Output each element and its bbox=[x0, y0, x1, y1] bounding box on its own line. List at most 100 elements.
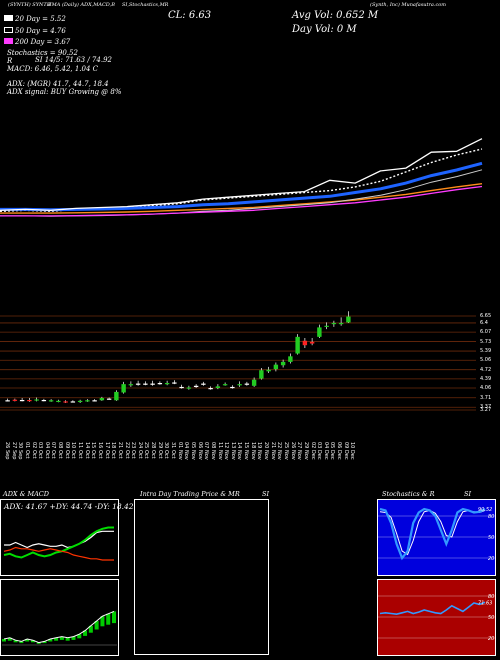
candle-body bbox=[63, 401, 68, 403]
adx-value: ADX: (MGR) 41.7, 44.7, 18.4 bbox=[7, 80, 109, 88]
rsi-panel-frame bbox=[377, 579, 496, 656]
ema50-text: 50 Day = 4.76 bbox=[15, 27, 66, 35]
rsi-tick-label: 50 bbox=[488, 615, 494, 621]
candle-body bbox=[338, 322, 344, 325]
adx-header: ADX: 41.67 +DY: 44.74 -DY: 18.42 bbox=[4, 502, 134, 511]
macd-histogram-bar bbox=[13, 640, 18, 643]
ema20-legend: 20 Day = 5.52 bbox=[4, 15, 66, 23]
candle-body bbox=[288, 356, 293, 362]
candle-body bbox=[280, 361, 286, 366]
adx-line-dy bbox=[3, 546, 114, 561]
stoch-tick-label: 50 bbox=[488, 535, 494, 541]
candle-body bbox=[121, 384, 126, 393]
price-tick-label: 5.39 bbox=[480, 348, 492, 355]
candle-body bbox=[295, 336, 300, 354]
macd-histogram-bar bbox=[106, 613, 111, 625]
ema200-text: 200 Day = 3.67 bbox=[15, 38, 71, 46]
candle-body bbox=[106, 398, 112, 400]
macd-histogram-bar bbox=[112, 611, 116, 624]
candle-body bbox=[222, 384, 228, 386]
price-tick-label: 5.06 bbox=[480, 357, 492, 364]
macd-histogram-bar bbox=[30, 640, 35, 643]
candle-body bbox=[244, 383, 250, 385]
macd-value: MACD: 6.46, 5.42, 1.04 C bbox=[7, 65, 99, 73]
candle-body bbox=[41, 399, 47, 402]
avg-volume: Avg Vol: 0.652 M bbox=[292, 10, 379, 21]
candle-body bbox=[48, 400, 54, 402]
indicator-line-2: SI,Stochastics,MR bbox=[122, 2, 169, 8]
candle-body bbox=[135, 383, 141, 385]
macd-histogram-bar bbox=[65, 637, 70, 641]
macd-histogram-bar bbox=[42, 641, 47, 644]
price-tick-label: 6.07 bbox=[480, 329, 492, 336]
candle-body bbox=[215, 386, 221, 389]
stoch-tick-label: 80 bbox=[488, 514, 494, 520]
rsi-value: SI 14/5: 71.63 / 74.92 bbox=[35, 56, 112, 64]
adx-macd-title: ADX & MACD bbox=[3, 490, 49, 498]
rsi-readout: 71.63 bbox=[478, 600, 492, 606]
candle-body bbox=[266, 369, 271, 372]
candle-body bbox=[208, 388, 213, 390]
macd-histogram-bar bbox=[36, 642, 41, 644]
macd-histogram-bar bbox=[54, 637, 59, 641]
candle-panel bbox=[0, 311, 476, 411]
candle-body bbox=[27, 399, 32, 402]
rsi-tick-label: 80 bbox=[488, 594, 494, 600]
macd-histogram-bar bbox=[7, 637, 12, 641]
price-tick-label: 6.4 bbox=[480, 319, 488, 326]
rsi-tick-label: 20 bbox=[488, 636, 494, 642]
ema20-text: 20 Day = 5.52 bbox=[15, 15, 66, 23]
candle-body bbox=[251, 379, 257, 386]
macd-histogram-bar bbox=[83, 630, 88, 636]
ema20-swatch bbox=[4, 15, 13, 21]
candle-body bbox=[186, 387, 192, 389]
candle-body bbox=[259, 370, 264, 379]
price-tick-label: 4.39 bbox=[480, 375, 492, 382]
intraday-panel-frame bbox=[134, 499, 269, 655]
ema200-legend: 200 Day = 3.67 bbox=[4, 38, 70, 46]
candle-body bbox=[99, 398, 105, 401]
candle-body bbox=[19, 399, 25, 402]
candle-body bbox=[34, 399, 39, 401]
indicator-line: EMA (Daily) ADX,MACD,B bbox=[48, 2, 115, 8]
macd-histogram-bar bbox=[48, 639, 53, 642]
r-label: R bbox=[7, 57, 13, 65]
candle-body bbox=[164, 383, 170, 385]
candle-body bbox=[273, 364, 279, 370]
ema-line-50-day bbox=[0, 161, 483, 212]
candle-body bbox=[150, 383, 155, 385]
intraday-title-right: SI bbox=[262, 490, 270, 498]
candle-body bbox=[346, 316, 351, 323]
stoch-fast-line bbox=[379, 507, 486, 561]
ema50-swatch bbox=[4, 27, 13, 33]
candle-body bbox=[128, 384, 134, 386]
macd-histogram-bar bbox=[94, 621, 99, 630]
ticker-line-left: (SYNTH) SYNTH bbox=[8, 2, 52, 8]
stoch-tick-label: 20 bbox=[488, 556, 494, 562]
macd-histogram-bar bbox=[2, 639, 6, 642]
candle-body bbox=[85, 400, 90, 402]
ema-pink-line bbox=[0, 185, 483, 217]
candle-body bbox=[331, 322, 337, 325]
ema-panel bbox=[0, 138, 483, 217]
price-tick-label: 4.06 bbox=[480, 385, 492, 392]
candle-body bbox=[302, 340, 308, 346]
adx-panel-frame bbox=[0, 499, 119, 576]
macd-histogram-bar bbox=[59, 636, 64, 640]
candle-body bbox=[230, 386, 235, 389]
macd-histogram-bar bbox=[88, 625, 93, 633]
stoch-readout: 90.52 bbox=[478, 507, 492, 513]
candle-body bbox=[179, 386, 184, 389]
price-tick-label: 5.73 bbox=[480, 338, 492, 345]
day-volume: Day Vol: 0 M bbox=[292, 24, 357, 35]
ema50-legend: 50 Day = 4.76 bbox=[4, 27, 66, 35]
candle-body bbox=[193, 385, 199, 388]
candle-body bbox=[114, 391, 119, 401]
stoch-title: Stochastics & R bbox=[382, 490, 435, 498]
ema-line-200-day bbox=[0, 183, 483, 214]
adx-line-dy bbox=[3, 526, 114, 559]
close-label: CL: 6.63 bbox=[168, 10, 212, 21]
candle-body bbox=[70, 401, 76, 403]
